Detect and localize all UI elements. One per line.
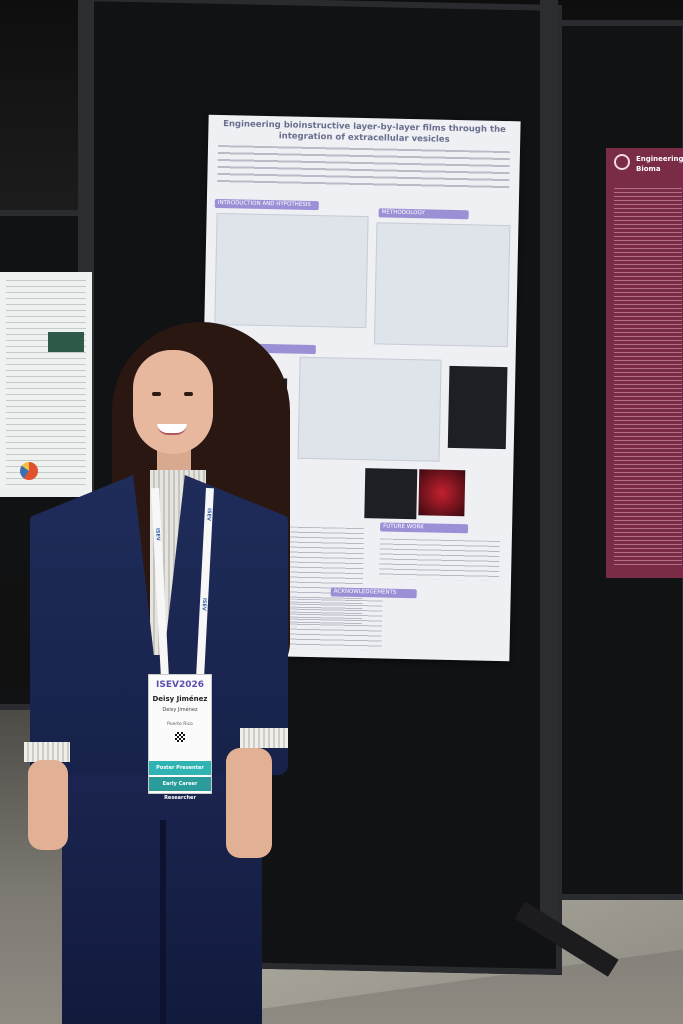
- side-poster-title-line2: Bioma: [636, 165, 661, 173]
- poster-figure: [373, 222, 511, 348]
- person-smile: [157, 424, 187, 435]
- badge-role: Poster Presenter: [149, 761, 211, 775]
- side-poster-title: Engineering Bioma: [636, 154, 683, 174]
- poster-text-lines: [379, 538, 500, 581]
- person-eye: [184, 392, 193, 396]
- badge-subname: Deisy Jiménez: [162, 707, 198, 713]
- lanyard-text: ISEV: [205, 507, 212, 521]
- poster-figure: [214, 212, 369, 329]
- poster-micrograph: [418, 469, 466, 517]
- poster-authors: [217, 144, 510, 192]
- poster-section-header: ACKNOWLEDGEMENTS: [330, 587, 417, 599]
- poster-section-header: METHODOLOGY: [378, 208, 469, 220]
- poster-figure: [48, 332, 84, 352]
- badge-country: Puerto Rico: [167, 722, 193, 727]
- poster-section-header: INTRODUCTION AND HYPOTHESIS: [214, 198, 319, 211]
- poster-logo: [614, 154, 630, 170]
- person-eye: [152, 392, 161, 396]
- shirt-cuff: [240, 728, 288, 748]
- side-poster: Engineering Bioma: [606, 148, 683, 578]
- poster-text-lines: [281, 598, 383, 651]
- poster-pie-chart: [20, 462, 38, 480]
- trouser-seam: [160, 820, 166, 1024]
- shirt-cuff: [24, 742, 70, 762]
- lanyard-text: ISEV: [200, 597, 208, 611]
- person-hand: [226, 748, 272, 858]
- poster-section-header: FUTURE WORK: [379, 522, 469, 534]
- badge-name: Deisy Jiménez: [152, 695, 208, 703]
- poster-micrograph: [364, 468, 418, 520]
- lanyard-text: ISEV: [154, 527, 161, 541]
- poster-micrograph: [447, 365, 508, 450]
- poster-title: Engineering bioinstructive layer-by-laye…: [223, 119, 506, 145]
- person-face: [133, 350, 213, 454]
- poster-text-lines: [614, 188, 682, 568]
- side-poster-title-line1: Engineering: [636, 155, 683, 163]
- person-hand: [28, 760, 68, 850]
- panel-pole: [540, 0, 558, 930]
- badge-event-logo: ISEV2026: [156, 680, 204, 690]
- left-poster: [0, 272, 92, 497]
- name-badge: ISEV2026 Deisy Jiménez Deisy Jiménez Pue…: [148, 674, 212, 801]
- badge-role-secondary: Early Career Researcher: [149, 777, 211, 801]
- qr-code-icon: [175, 732, 185, 742]
- poster-chart: [297, 356, 442, 462]
- poster-text-lines: [6, 280, 86, 490]
